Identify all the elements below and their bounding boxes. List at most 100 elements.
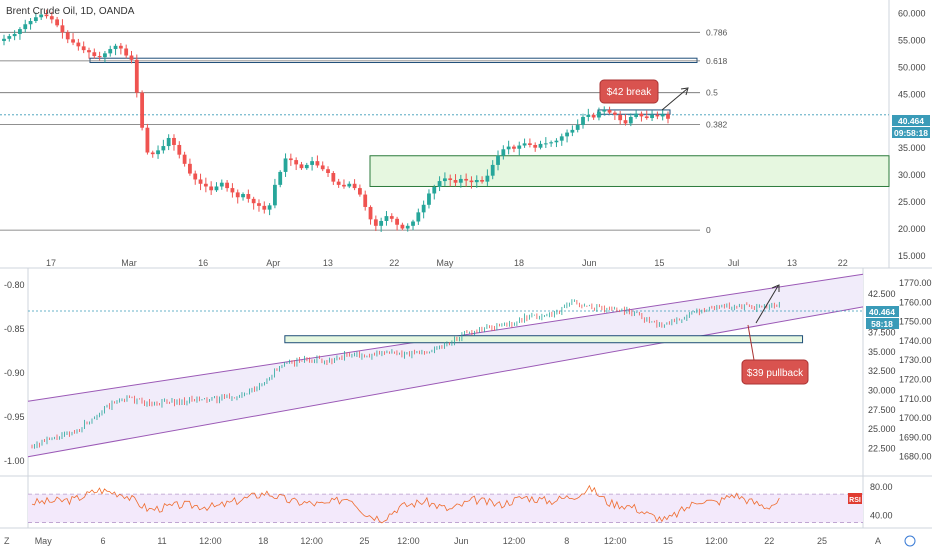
candle-body-114: [607, 109, 612, 113]
candle-body-34: [182, 154, 187, 164]
top-y-tick-8: 20.000: [898, 224, 926, 234]
candle-body-1: [7, 36, 12, 39]
candle-body-52: [278, 171, 283, 185]
mid-right-y-tick-3: 35.000: [868, 347, 896, 357]
candle-body-76: [405, 225, 410, 229]
bottom-x-tick-0: May: [35, 536, 53, 546]
channel-fill: [28, 274, 863, 457]
candle-body-20: [108, 49, 113, 54]
candle-body-31: [166, 137, 171, 147]
top-x-tick-5: 22: [389, 258, 399, 268]
candle-body-117: [623, 120, 628, 124]
candle-body-68: [363, 194, 368, 207]
candle-body-98: [522, 143, 527, 146]
mid-support-zone-box: [284, 335, 804, 344]
candle-body-105: [559, 136, 564, 141]
top-y-tick-5: 35.000: [898, 143, 926, 153]
candle-body-63: [336, 181, 341, 185]
candle-body-7: [39, 14, 44, 18]
candle-body-64: [342, 184, 346, 187]
candle-body-46: [246, 194, 251, 199]
top-x-tick-3: Apr: [266, 258, 280, 268]
support-zone-box: [369, 155, 890, 187]
candle-body-40: [214, 186, 219, 191]
candle-body-103: [549, 142, 554, 144]
candle-body-17: [92, 52, 97, 57]
candle-body-58: [310, 161, 314, 165]
bottom-x-tick-14: 22: [764, 536, 774, 546]
top-price-tag: 40.464 09:58:18: [892, 115, 930, 138]
top-x-tick-2: 16: [198, 258, 208, 268]
candle-body-96: [512, 146, 516, 149]
chart-settings-icon[interactable]: [904, 535, 916, 547]
candle-body-38: [203, 183, 208, 187]
candle-body-8: [44, 14, 49, 17]
candle-body-84: [448, 178, 453, 181]
candle-body-6: [33, 17, 38, 22]
candle-body-124: [660, 114, 665, 117]
mid-far-right-y-tick-1: 1760.00: [899, 297, 932, 307]
auto-scale-icon[interactable]: A: [875, 536, 881, 546]
candle-body-67: [358, 188, 362, 195]
candle-body-73: [389, 216, 394, 219]
top-y-tick-0: 60.000: [898, 8, 926, 18]
candle-body-50: [267, 205, 272, 210]
candle-body-72: [384, 216, 389, 221]
arrow-head-mid: [771, 284, 780, 292]
candle-body-95: [506, 146, 511, 150]
candle-body-55: [294, 160, 299, 165]
candle-body-78: [416, 212, 421, 222]
mid-price-tag: 40.464 58:18: [866, 306, 899, 329]
candle-body-14: [76, 42, 81, 47]
candle-body-28: [150, 152, 155, 155]
mid-right-y-tick-5: 30.000: [868, 386, 896, 396]
fib-label-0: 0.786: [706, 27, 728, 37]
mid-far-right-y-tick-7: 1700.00: [899, 413, 932, 423]
mid-far-right-y-tick-9: 1680.00: [899, 452, 932, 462]
candle-body-2: [12, 33, 17, 37]
candle-body-18: [97, 56, 102, 58]
top-x-tick-10: Jul: [728, 258, 740, 268]
candle-body-107: [570, 129, 575, 133]
mid-right-y-tick-7: 25.000: [868, 424, 896, 434]
candle-body-10: [55, 19, 60, 26]
arrow-head-top: [680, 87, 689, 96]
bottom-x-tick-6: 25: [359, 536, 369, 546]
bottom-x-tick-9: 12:00: [503, 536, 526, 546]
candle-body-104: [554, 140, 559, 143]
candle-body-71: [379, 220, 384, 226]
candle-body-25: [134, 59, 139, 93]
callout-42-break[interactable]: $42 break: [599, 79, 689, 111]
arrow-up-top: [661, 88, 688, 111]
callout-39-pullback[interactable]: $39 pullback: [741, 284, 809, 385]
timezone-icon[interactable]: Z: [4, 536, 10, 546]
rsi-y-tick-1: 40.00: [870, 510, 893, 520]
candle-body-9: [49, 16, 54, 20]
candle-body-37: [198, 179, 203, 184]
candle-body-62: [331, 173, 336, 182]
candle-body-51: [273, 184, 277, 206]
top-countdown-tag-bg: [892, 127, 930, 138]
candle-body-56: [299, 164, 304, 169]
candle-body-45: [241, 194, 245, 198]
fib-label-1: 0.618: [706, 56, 728, 66]
bottom-x-tick-7: 12:00: [397, 536, 420, 546]
mid-left-y-tick-4: -1.00: [4, 456, 25, 466]
candle-body-4: [23, 24, 28, 30]
candle-body-106: [565, 132, 569, 137]
candle-body-101: [538, 143, 543, 148]
candle-body-15: [81, 46, 86, 51]
top-y-tick-9: 15.000: [898, 251, 926, 261]
candle-body-48: [257, 203, 261, 206]
fib-label-3: 0.382: [706, 119, 728, 129]
bottom-x-tick-12: 15: [663, 536, 673, 546]
candle-body-74: [395, 218, 399, 225]
candle-body-27: [145, 127, 150, 153]
rsi-y-tick-0: 80.00: [870, 482, 893, 492]
candle-body-77: [411, 221, 415, 226]
mid-right-y-tick-8: 22.500: [868, 443, 896, 453]
candle-body-83: [442, 178, 447, 182]
mid-countdown-tag-text: 58:18: [871, 319, 893, 329]
candle-body-75: [400, 224, 405, 229]
